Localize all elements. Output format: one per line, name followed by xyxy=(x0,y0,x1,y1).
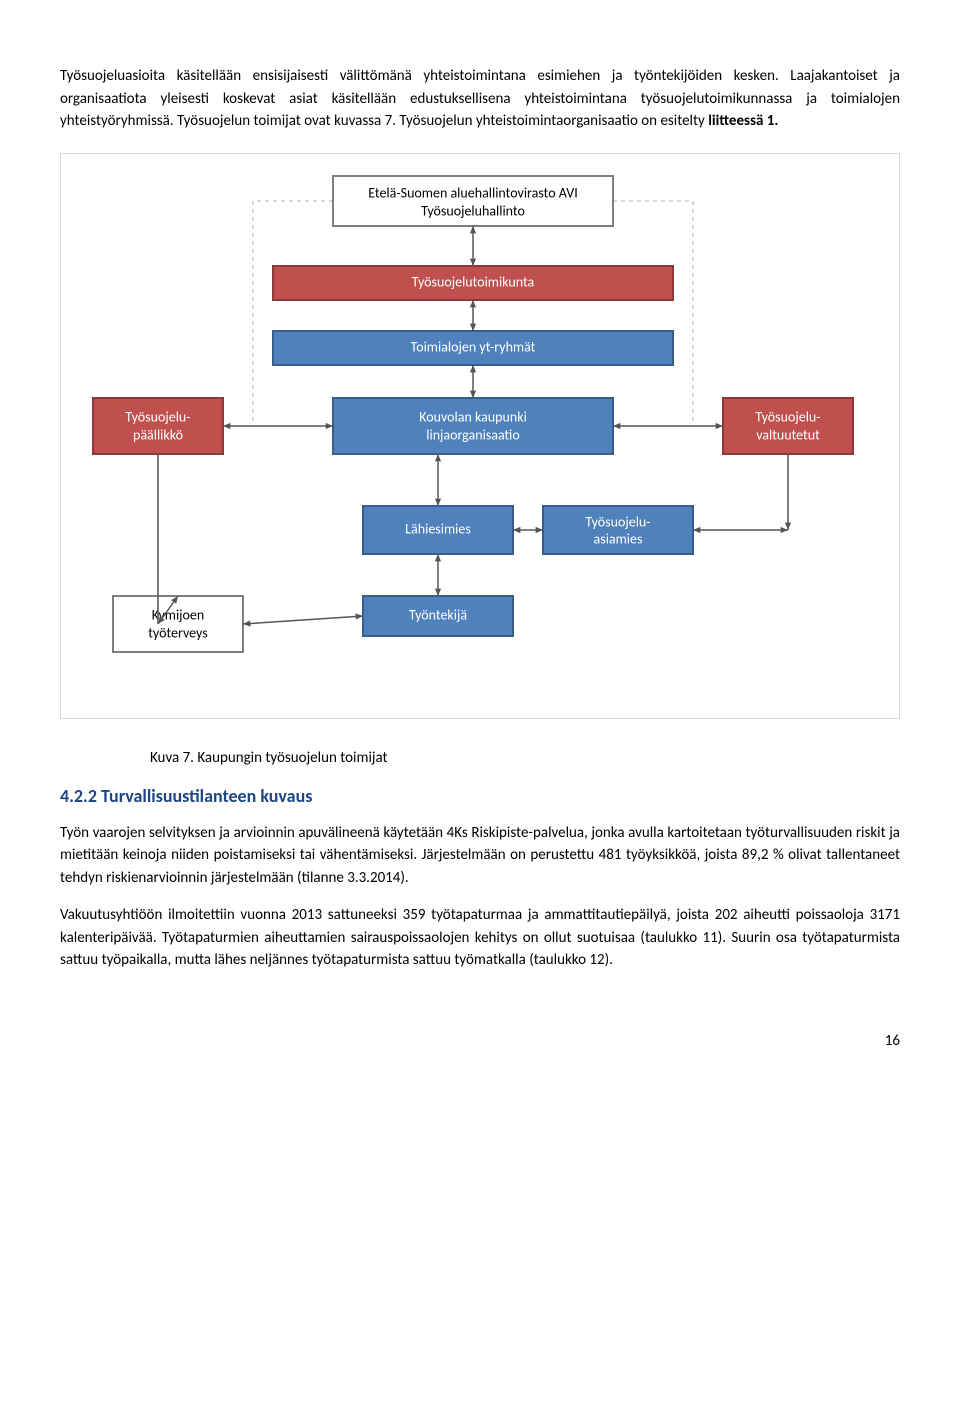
para-3: Vakuutusyhtiöön ilmoitettiin vuonna 2013… xyxy=(60,904,900,972)
para-2: Työn vaarojen selvityksen ja arvioinnin … xyxy=(60,822,900,890)
svg-text:Työsuojelutoimikunta: Työsuojelutoimikunta xyxy=(412,273,534,290)
svg-text:valtuutetut: valtuutetut xyxy=(756,426,820,443)
svg-text:Työsuojeluhallinto: Työsuojeluhallinto xyxy=(421,202,525,219)
svg-text:Työsuojelu-: Työsuojelu- xyxy=(125,408,190,425)
page-number: 16 xyxy=(60,1032,900,1050)
section-heading: 4.2.2 Turvallisuustilanteen kuvaus xyxy=(60,785,900,807)
svg-text:Kouvolan kaupunki: Kouvolan kaupunki xyxy=(419,408,527,425)
intro-bold: liitteessä 1. xyxy=(708,112,778,130)
svg-text:asiamies: asiamies xyxy=(594,530,643,547)
org-diagram: Etelä-Suomen aluehallintovirasto AVITyös… xyxy=(60,153,900,719)
svg-text:Toimialojen yt-ryhmät: Toimialojen yt-ryhmät xyxy=(411,338,536,355)
svg-text:Työsuojelu-: Työsuojelu- xyxy=(585,513,650,530)
intro-paragraph: Työsuojeluasioita käsitellään ensisijais… xyxy=(60,65,900,133)
svg-text:Lähiesimies: Lähiesimies xyxy=(405,520,471,537)
svg-text:Etelä-Suomen aluehallintoviras: Etelä-Suomen aluehallintovirasto AVI xyxy=(368,184,577,201)
svg-text:työterveys: työterveys xyxy=(148,624,208,641)
svg-text:Työsuojelu-: Työsuojelu- xyxy=(755,408,820,425)
figure-caption: Kuva 7. Kaupungin työsuojelun toimijat xyxy=(150,749,900,767)
svg-text:Työntekijä: Työntekijä xyxy=(409,606,467,623)
svg-text:päällikkö: päällikkö xyxy=(133,426,183,443)
svg-text:linjaorganisaatio: linjaorganisaatio xyxy=(426,426,519,443)
org-diagram-svg: Etelä-Suomen aluehallintovirasto AVITyös… xyxy=(73,166,873,706)
